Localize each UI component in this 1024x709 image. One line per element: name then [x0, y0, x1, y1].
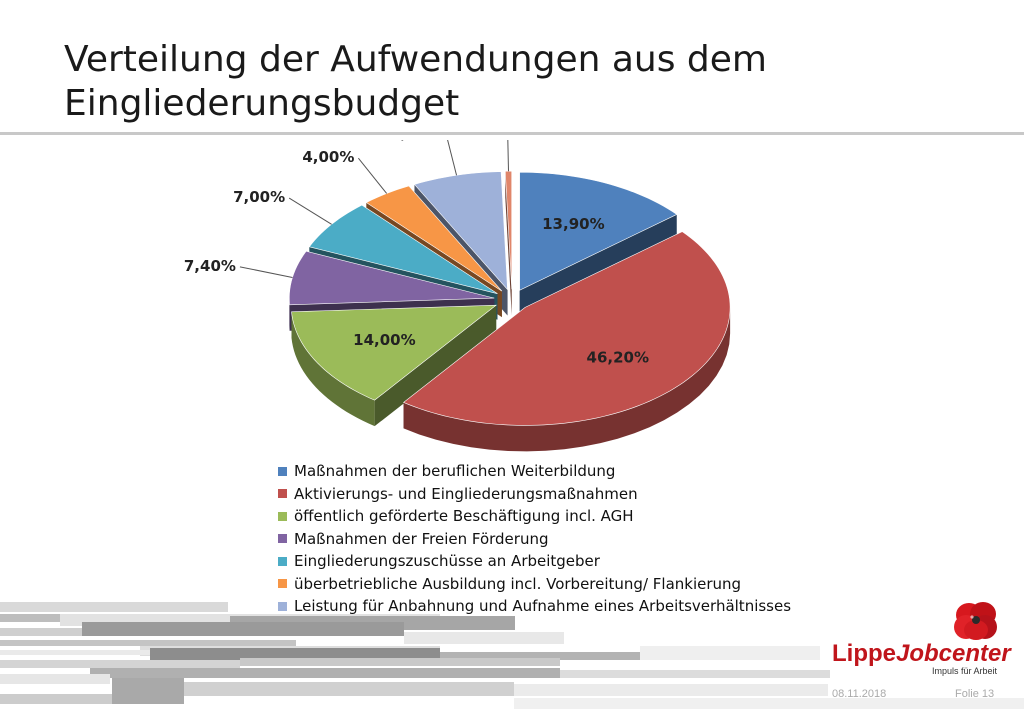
legend-item: öffentlich geförderte Beschäftigung incl… [278, 505, 791, 528]
data-label: 7,40% [184, 257, 236, 275]
legend-swatch [278, 489, 287, 499]
data-label: 7,00% [233, 188, 285, 206]
legend-label: überbetriebliche Ausbildung incl. Vorber… [294, 574, 742, 593]
pie-slice-wall [374, 305, 497, 427]
leader-line [358, 157, 388, 194]
pie-slice-wall [505, 171, 512, 316]
leader-line [239, 266, 293, 278]
legend-label: Aktivierungs- und Eingliederungsmaßnahme… [294, 484, 638, 503]
data-label: 14,00% [353, 331, 415, 349]
slide-title: Verteilung der Aufwendungen aus dem Eing… [64, 39, 768, 124]
chart-legend: Maßnahmen der beruflichen Weiterbildung A… [278, 460, 791, 618]
title-divider [0, 132, 1024, 135]
data-label: 7,00% [390, 140, 442, 143]
legend-item: Maßnahmen der beruflichen Weiterbildung [278, 460, 791, 483]
legend-label: Maßnahmen der Freien Förderung [294, 529, 549, 548]
legend-swatch [278, 601, 287, 611]
legend-swatch [278, 556, 287, 566]
legend-label: Leistung für Anbahnung und Aufnahme eine… [294, 597, 792, 616]
pie-slice-side [291, 311, 375, 427]
slide-date: 08.11.2018 [832, 688, 887, 700]
legend-swatch [278, 511, 287, 521]
pie-slice [402, 231, 731, 426]
pie-slice [504, 170, 513, 290]
data-label: 46,20% [587, 348, 649, 366]
leader-line [447, 140, 458, 176]
legend-label: Eingliederungszuschüsse an Arbeitgeber [294, 552, 600, 571]
legend-label: öffentlich geförderte Beschäftigung incl… [294, 507, 634, 526]
logo-wordmark: LippeJobcenter [832, 640, 1011, 667]
legend-item: überbetriebliche Ausbildung incl. Vorber… [278, 573, 791, 596]
pie-slice [519, 171, 678, 291]
legend-item: Aktivierungs- und Eingliederungsmaßnahme… [278, 483, 791, 506]
pie-slice-side [403, 307, 731, 452]
legend-item: Maßnahmen der Freien Förderung [278, 528, 791, 551]
logo-tagline: Impuls für Arbeit [932, 666, 998, 676]
data-label: 4,00% [302, 148, 354, 166]
legend-item: Leistung für Anbahnung und Aufnahme eine… [278, 595, 791, 618]
pie-labels: 13,90%46,20%14,00%7,40%7,00%4,00%7,00%0,… [184, 140, 649, 366]
legend-item: Eingliederungszuschüsse an Arbeitgeber [278, 550, 791, 573]
leader-line [288, 197, 332, 225]
pie-slice [291, 304, 498, 401]
legend-swatch [278, 579, 287, 589]
legend-swatch [278, 534, 287, 544]
slide-number: Folie 13 [955, 688, 995, 700]
legend-label: Maßnahmen der beruflichen Weiterbildung [294, 462, 616, 481]
data-label: 13,90% [542, 215, 604, 233]
lippe-jobcenter-logo: LippeJobcenter Impuls für Arbeit [828, 598, 1018, 678]
legend-swatch [278, 466, 287, 476]
poppy-flower-icon [954, 602, 997, 640]
pie-tops [288, 170, 731, 426]
pie-slice-wall [519, 214, 677, 317]
decorative-stripes [0, 602, 1024, 709]
leader-line [507, 140, 509, 172]
pie-chart: 13,90%46,20%14,00%7,40%7,00%4,00%7,00%0,… [184, 140, 731, 452]
